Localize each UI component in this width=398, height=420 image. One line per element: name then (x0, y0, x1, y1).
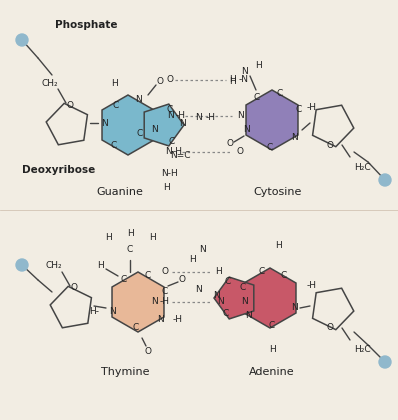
Text: N-H: N-H (162, 168, 178, 178)
Text: H: H (275, 241, 281, 250)
Text: N: N (237, 111, 243, 121)
Text: O: O (236, 147, 244, 157)
Text: Phosphate: Phosphate (55, 20, 117, 30)
Text: N: N (109, 307, 116, 317)
Text: O: O (326, 141, 334, 150)
Text: H₂C: H₂C (354, 163, 370, 171)
Text: H: H (97, 262, 103, 270)
Text: CH₂: CH₂ (46, 262, 62, 270)
Circle shape (16, 259, 28, 271)
Text: N: N (152, 297, 158, 307)
Text: C: C (223, 310, 229, 318)
Text: C: C (121, 276, 127, 284)
Text: N=C: N=C (170, 150, 190, 160)
Text: N: N (157, 315, 163, 325)
Text: N: N (165, 147, 172, 157)
Text: C: C (169, 136, 175, 145)
Text: H: H (148, 234, 155, 242)
Text: N: N (241, 68, 248, 76)
Text: C: C (269, 320, 275, 330)
Text: -H: -H (206, 113, 216, 121)
Text: H: H (111, 79, 117, 87)
Text: C: C (267, 142, 273, 152)
Text: -H: -H (173, 147, 183, 157)
Text: C: C (127, 246, 133, 255)
Polygon shape (246, 90, 298, 150)
Text: Deoxyribose: Deoxyribose (22, 165, 95, 175)
Text: H-: H- (89, 307, 99, 317)
Text: C: C (137, 129, 143, 137)
Polygon shape (112, 272, 164, 332)
Text: O: O (226, 139, 234, 149)
Text: -H: -H (176, 111, 186, 121)
Text: O: O (326, 323, 334, 333)
Polygon shape (144, 104, 184, 146)
Text: N: N (195, 113, 201, 121)
Text: -N: -N (239, 76, 249, 84)
Text: O: O (178, 276, 185, 284)
Text: H: H (189, 255, 195, 265)
Text: C: C (133, 323, 139, 333)
Text: H: H (127, 229, 133, 239)
Text: C: C (225, 278, 231, 286)
Text: CH₂: CH₂ (42, 79, 59, 87)
Text: -H: -H (307, 281, 317, 291)
Text: O: O (66, 100, 74, 110)
Text: O: O (162, 268, 168, 276)
Text: O: O (144, 347, 152, 357)
Text: C: C (162, 288, 168, 297)
Text: C: C (259, 267, 265, 276)
Text: H: H (255, 60, 261, 69)
Text: N: N (217, 297, 223, 307)
Text: N: N (213, 291, 219, 300)
Text: -H: -H (160, 297, 170, 307)
Text: O: O (70, 284, 78, 292)
Text: -H: -H (307, 103, 317, 113)
Text: N: N (244, 126, 250, 134)
Text: C: C (113, 100, 119, 110)
Text: C: C (167, 105, 173, 113)
Text: H: H (215, 268, 221, 276)
Text: C: C (254, 94, 260, 102)
Text: N: N (101, 118, 107, 128)
Text: -H: -H (173, 315, 183, 325)
Text: N: N (168, 111, 174, 121)
Circle shape (16, 34, 28, 46)
Text: H: H (269, 346, 275, 354)
Text: H: H (228, 76, 235, 84)
Text: N: N (200, 246, 207, 255)
Circle shape (379, 356, 391, 368)
Text: H: H (105, 234, 111, 242)
Text: N: N (135, 94, 141, 103)
Text: N: N (150, 124, 157, 134)
Text: N: N (241, 297, 248, 307)
Text: C: C (296, 105, 302, 115)
Text: H: H (163, 183, 170, 192)
Text: C: C (145, 271, 151, 281)
Polygon shape (214, 277, 254, 319)
Text: N: N (179, 118, 185, 128)
Text: Cytosine: Cytosine (254, 187, 302, 197)
Text: C: C (281, 271, 287, 281)
Text: Guanine: Guanine (97, 187, 143, 197)
Text: O: O (166, 76, 174, 84)
Polygon shape (244, 268, 296, 328)
Text: N: N (195, 286, 201, 294)
Text: C: C (277, 89, 283, 97)
Text: H₂C: H₂C (354, 346, 370, 354)
Text: Adenine: Adenine (249, 367, 295, 377)
Text: N: N (245, 312, 252, 320)
Text: N: N (292, 304, 298, 312)
Text: Thymine: Thymine (101, 367, 149, 377)
Text: C: C (111, 141, 117, 150)
Text: N: N (291, 134, 297, 142)
Text: C: C (240, 284, 246, 292)
Text: O: O (156, 76, 164, 86)
Circle shape (379, 174, 391, 186)
Text: H: H (228, 78, 235, 87)
Polygon shape (102, 95, 154, 155)
